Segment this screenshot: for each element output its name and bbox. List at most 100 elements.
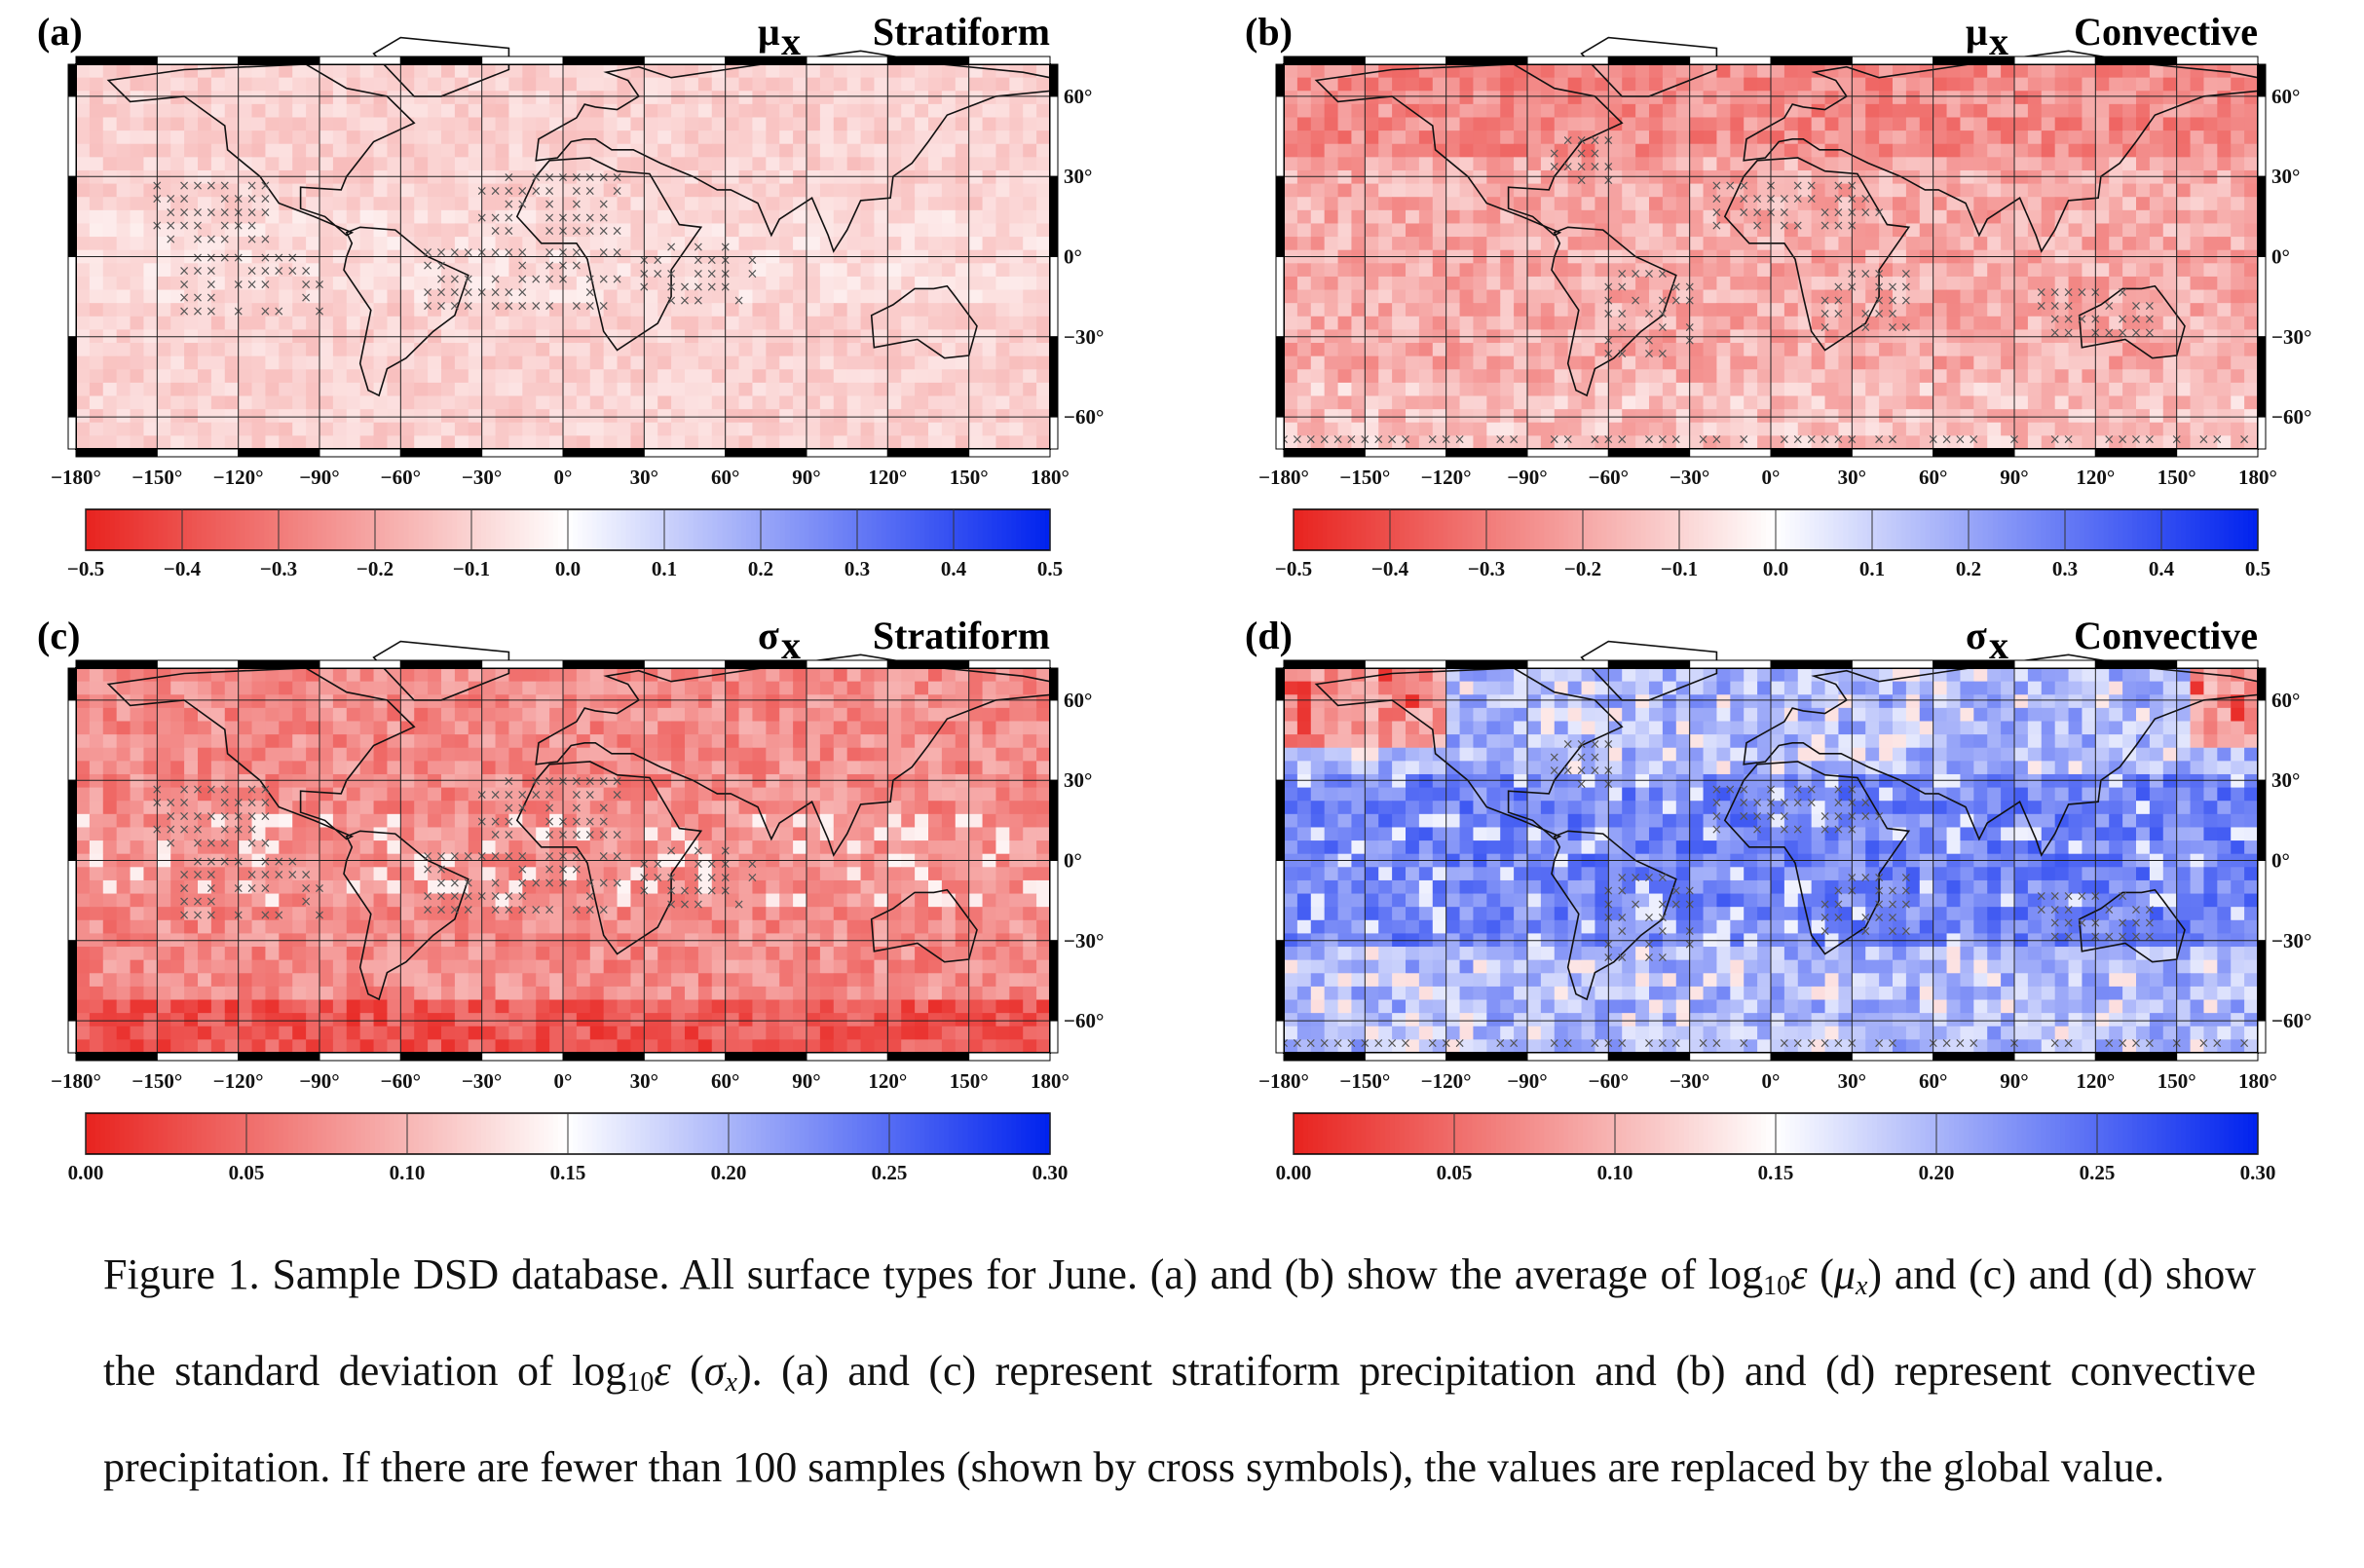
svg-text:×: × xyxy=(544,197,555,212)
svg-text:×: × xyxy=(1833,218,1845,234)
x-tick-label: 120° xyxy=(2076,466,2115,489)
x-tick-label: 120° xyxy=(868,466,907,489)
panel-d-y-tick-labels: 60° 30° 0° −30° −60° xyxy=(2271,689,2311,1032)
panel-c-heatmap xyxy=(76,668,1051,1054)
svg-text:×: × xyxy=(178,205,190,220)
x-tick-label: 150° xyxy=(950,1069,989,1093)
svg-text:×: × xyxy=(584,285,596,301)
colorbar-tick-label: −0.3 xyxy=(260,557,297,580)
svg-text:×: × xyxy=(544,245,555,261)
svg-text:×: × xyxy=(1724,178,1736,194)
svg-text:×: × xyxy=(530,183,542,199)
svg-text:×: × xyxy=(1630,266,1641,281)
svg-text:×: × xyxy=(1820,307,1831,322)
svg-text:×: × xyxy=(1859,307,1871,322)
svg-text:×: × xyxy=(2130,298,2142,314)
svg-text:×: × xyxy=(1643,333,1655,349)
svg-text:×: × xyxy=(178,277,190,292)
panel-c-y-tick-labels: 60° 30° 0° −30° −60° xyxy=(1064,689,1104,1032)
svg-text:×: × xyxy=(246,264,258,280)
svg-text:×: × xyxy=(516,285,528,301)
x-tick-label: −60° xyxy=(381,466,421,489)
svg-text:×: × xyxy=(516,272,528,287)
svg-text:×: × xyxy=(1751,218,1763,234)
svg-text:×: × xyxy=(1900,266,1912,281)
svg-text:×: × xyxy=(435,272,447,287)
svg-text:×: × xyxy=(206,264,217,280)
svg-text:×: × xyxy=(1319,432,1331,448)
y-tick-label: 60° xyxy=(2271,85,2300,108)
colorbar-tick-label: 0.0 xyxy=(555,557,581,580)
caption-part-a: (a) and (b) show the average of log xyxy=(1149,1251,1764,1298)
svg-text:×: × xyxy=(178,192,190,207)
colorbar-tick-label: −0.5 xyxy=(67,557,104,580)
svg-text:×: × xyxy=(449,245,461,261)
svg-text:×: × xyxy=(1576,146,1588,162)
svg-text:×: × xyxy=(2103,432,2115,448)
svg-text:×: × xyxy=(1386,432,1398,448)
svg-text:×: × xyxy=(1792,178,1804,194)
svg-text:×: × xyxy=(1590,146,1601,162)
panel-a-symbol: μ xyxy=(758,10,780,54)
svg-text:×: × xyxy=(1305,432,1317,448)
panel-c-frame xyxy=(67,659,1059,1062)
x-tick-label: −90° xyxy=(1507,1069,1547,1093)
svg-text:×: × xyxy=(2130,432,2142,448)
svg-text:×: × xyxy=(1670,293,1682,309)
colorbar-tick-label: −0.2 xyxy=(1564,557,1601,580)
svg-text:×: × xyxy=(1859,319,1871,335)
svg-text:×: × xyxy=(1887,307,1898,322)
svg-text:×: × xyxy=(219,205,231,220)
svg-text:×: × xyxy=(490,245,502,261)
svg-text:×: × xyxy=(1427,432,1439,448)
svg-text:×: × xyxy=(1887,280,1898,295)
svg-text:×: × xyxy=(178,304,190,319)
x-tick-label: 0° xyxy=(1762,1069,1781,1093)
y-tick-label: 0° xyxy=(1064,849,1082,873)
svg-text:×: × xyxy=(435,258,447,274)
x-tick-label: 60° xyxy=(1919,466,1947,489)
svg-text:×: × xyxy=(571,298,582,314)
svg-text:×: × xyxy=(192,290,204,306)
svg-text:×: × xyxy=(1820,205,1831,220)
panel-d-cross-symbols: ××××××××××××××××××××××××××××××××××××××××… xyxy=(1278,736,2250,1051)
svg-text:×: × xyxy=(598,210,610,226)
svg-text:×: × xyxy=(665,280,677,295)
svg-text:×: × xyxy=(1779,205,1790,220)
svg-text:×: × xyxy=(1657,266,1669,281)
svg-text:×: × xyxy=(1779,218,1790,234)
y-tick-label: 30° xyxy=(2271,768,2300,792)
svg-text:×: × xyxy=(2049,285,2061,301)
svg-text:×: × xyxy=(1859,205,1871,220)
svg-text:×: × xyxy=(1616,266,1628,281)
svg-text:×: × xyxy=(544,298,555,314)
svg-text:×: × xyxy=(246,232,258,247)
panel-d: (d) σ x Convective × × × × × × × × × × × × × × × × × × × × × × × × ×… xyxy=(1237,604,2364,1208)
svg-text:×: × xyxy=(192,264,204,280)
svg-text:×: × xyxy=(246,218,258,234)
colorbar-tick-label: −0.5 xyxy=(1275,557,1312,580)
svg-text:×: × xyxy=(219,250,231,266)
y-tick-label: −60° xyxy=(1064,1009,1104,1032)
colorbar-tick-label: 0.20 xyxy=(1919,1161,1955,1184)
svg-text:×: × xyxy=(165,218,176,234)
panel-c-title: Stratiform xyxy=(873,614,1050,657)
svg-text:×: × xyxy=(693,266,704,281)
svg-text:×: × xyxy=(571,210,582,226)
svg-text:×: × xyxy=(165,205,176,220)
svg-text:×: × xyxy=(1873,432,1885,448)
svg-text:×: × xyxy=(584,210,596,226)
x-tick-label: −150° xyxy=(1339,466,1390,489)
svg-text:×: × xyxy=(246,205,258,220)
svg-text:×: × xyxy=(1454,432,1466,448)
svg-text:×: × xyxy=(422,245,433,261)
svg-text:×: × xyxy=(1562,432,1574,448)
svg-text:×: × xyxy=(260,205,272,220)
caption-sigma-sub: x xyxy=(725,1367,737,1398)
caption-sigma-symbol: σ xyxy=(703,1347,726,1395)
svg-text:×: × xyxy=(2144,298,2156,314)
svg-text:×: × xyxy=(192,178,204,194)
svg-text:×: × xyxy=(192,232,204,247)
svg-text:×: × xyxy=(2238,432,2250,448)
svg-text:×: × xyxy=(1968,432,1979,448)
